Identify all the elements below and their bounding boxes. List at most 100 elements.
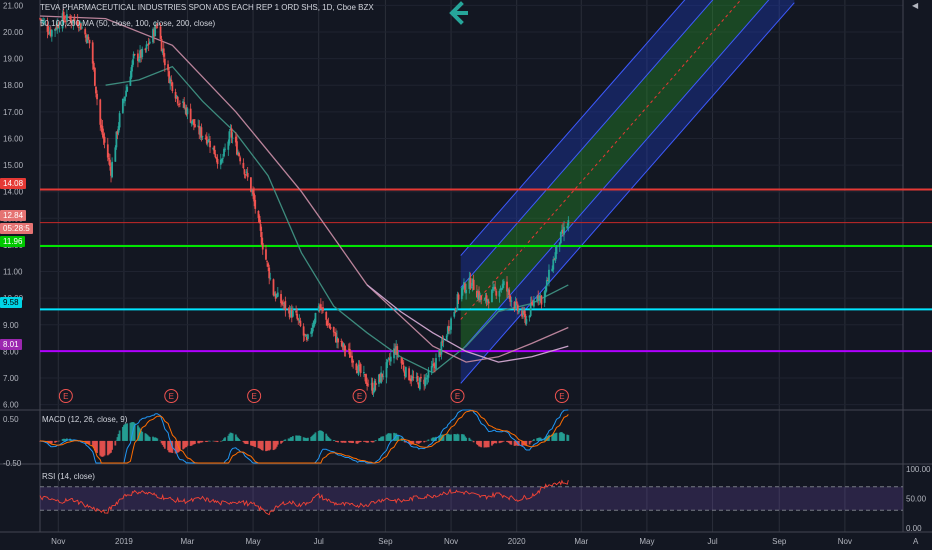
macd-histogram-bar [228,433,231,441]
macd-histogram-bar [267,440,270,451]
candle-body [64,20,67,22]
macd-histogram-bar [374,440,377,441]
macd-histogram-bar [200,440,203,443]
channel-edge [460,0,770,352]
candle-body [400,357,403,364]
macd-histogram-bar [216,440,219,443]
macd-histogram-bar [234,434,237,441]
candle-body [352,360,355,363]
candle-body [469,278,472,289]
macd-histogram-bar [212,440,215,442]
candle-body [563,227,565,235]
macd-histogram-bar [50,440,53,444]
candle-body [96,93,98,100]
price-tick-label: 16.00 [3,134,24,143]
price-tick-label: 17.00 [3,108,24,117]
candle-body [261,243,264,250]
macd-histogram-bar [358,440,361,443]
macd-histogram-bar [493,440,495,444]
macd-histogram-bar [227,435,230,441]
candle-body [477,292,479,299]
macd-histogram-bar [185,440,188,448]
macd-histogram-bar [498,440,501,444]
macd-histogram-bar [558,432,561,441]
candle-body [78,21,81,26]
macd-histogram-bar [463,434,465,441]
candle-body [313,321,316,326]
macd-histogram-bar [341,440,344,443]
candle-body [560,229,563,232]
macd-histogram-bar [486,440,489,448]
macd-histogram-bar [117,433,120,441]
macd-histogram-bar [251,440,253,446]
candle-body [198,126,201,135]
macd-histogram-bar [468,437,471,441]
macd-histogram-bar [160,440,163,444]
candle-body [229,129,232,130]
macd-histogram-bar [560,432,563,441]
macd-histogram-bar [297,435,300,441]
candle-body [117,126,120,133]
candle-body [507,289,509,293]
macd-histogram-bar [237,437,239,441]
candle-body [174,91,177,99]
candle-body [282,304,285,306]
macd-histogram-bar [55,440,58,443]
candle-body [380,372,383,383]
macd-histogram-bar [63,438,66,441]
macd-histogram-bar [431,437,434,441]
candle-body [426,378,429,380]
macd-histogram-bar [528,440,531,445]
candle-body [410,378,413,382]
candle-body [562,229,564,234]
candle-body [295,310,298,313]
earnings-event-marker [352,389,367,403]
candle-body [123,99,125,101]
macd-histogram-bar [261,440,264,451]
candle-body [475,291,478,298]
candle-body [192,119,195,125]
macd-histogram-bar [370,440,373,443]
candle-body [336,336,338,343]
candle-body [420,376,422,379]
macd-histogram-bar [349,440,351,443]
macd-histogram-bar [186,440,189,446]
macd-histogram-bar [144,433,147,441]
candle-body [356,370,359,373]
candle-body [288,309,291,318]
level-badge-high: 14.08 [0,178,27,189]
macd-histogram-bar [566,434,569,441]
candle-body [162,48,165,57]
candle-body [389,356,392,362]
candle-body [486,299,489,303]
candle-body [463,282,465,288]
candle-body [347,348,350,350]
macd-histogram-bar [454,434,457,441]
macd-histogram-bar [192,440,195,445]
macd-histogram-bar [110,440,112,453]
candle-body [287,308,290,310]
macd-histogram-bar [250,440,252,446]
earnings-event-label: E [251,392,256,401]
macd-histogram-bar [508,440,511,444]
candle-body [81,27,83,29]
macd-histogram-bar [356,440,359,444]
candle-body [175,95,178,97]
back-arrow-icon[interactable] [447,1,471,30]
regression-channel [460,0,795,384]
candle-body [62,11,65,20]
macd-histogram-bar [359,440,362,443]
macd-histogram-bar [191,440,194,445]
macd-histogram-bar [480,440,483,448]
macd-histogram-bar [386,433,389,441]
price-tick-label: 14.00 [3,188,24,197]
candle-body [259,224,262,231]
candle-body [227,141,230,150]
candle-body [246,173,249,178]
candle-body [446,326,449,335]
candle-body [54,28,56,31]
candle-body [70,19,73,24]
macd-histogram-bar [239,440,242,441]
